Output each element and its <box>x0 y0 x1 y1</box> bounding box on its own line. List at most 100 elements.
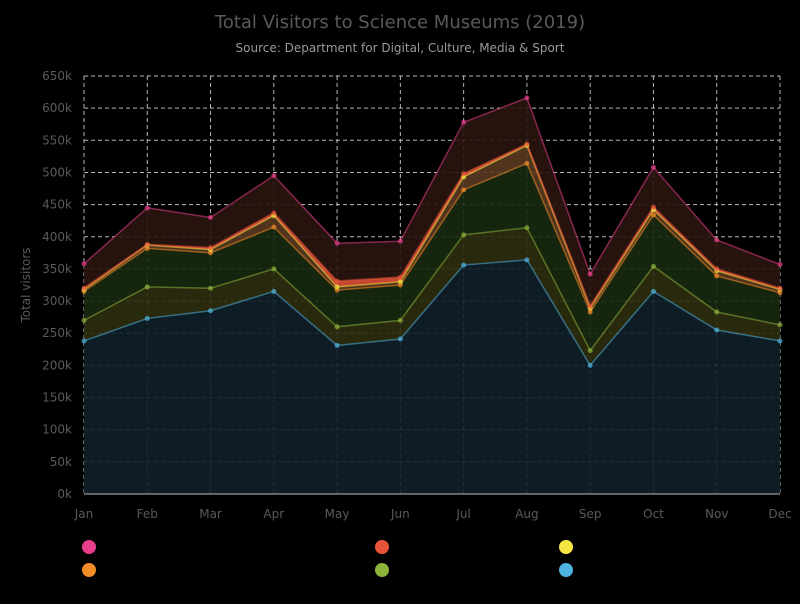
line-layer <box>83 96 781 367</box>
y-tick-label: 100k <box>42 423 72 437</box>
point-layer <box>81 95 783 368</box>
data-point <box>714 309 720 315</box>
data-point <box>650 212 656 218</box>
data-point <box>587 303 593 309</box>
data-point <box>524 225 530 231</box>
data-point <box>650 204 656 210</box>
series-line-1 <box>83 259 781 367</box>
x-tick-label: Dec <box>768 507 791 521</box>
axis-layer: 0k 50k 100k 150k 200k 250k 300k 350k 400k 450k 500… <box>42 69 791 521</box>
data-point <box>334 342 340 348</box>
x-tick-label: Feb <box>137 507 158 521</box>
y-tick-label: 250k <box>42 326 72 340</box>
data-point <box>397 279 403 285</box>
y-tick-label: 600k <box>42 101 72 115</box>
legend-marker <box>559 563 573 577</box>
data-point <box>397 238 403 244</box>
series-line-5 <box>83 142 781 309</box>
data-point <box>334 284 340 290</box>
x-tick-label: Nov <box>705 507 728 521</box>
x-tick-label: Jun <box>390 507 410 521</box>
series-area-1 <box>84 259 780 494</box>
data-point <box>144 205 150 211</box>
data-point <box>777 285 783 291</box>
area-layer <box>84 97 780 494</box>
y-tick-label: 200k <box>42 358 72 372</box>
data-point <box>271 266 277 272</box>
data-point <box>208 214 214 220</box>
y-tick-label: 400k <box>42 230 72 244</box>
data-point <box>714 266 720 272</box>
data-point <box>524 95 530 101</box>
data-point <box>777 261 783 267</box>
series-line-2 <box>83 226 781 353</box>
data-point <box>81 338 87 344</box>
data-point <box>334 324 340 330</box>
data-point <box>777 338 783 344</box>
data-point <box>208 308 214 314</box>
data-point <box>397 317 403 323</box>
data-point <box>334 240 340 246</box>
data-point <box>650 288 656 294</box>
data-point <box>81 261 87 267</box>
data-point <box>524 257 530 263</box>
data-point <box>144 241 150 247</box>
data-point <box>81 285 87 291</box>
data-point <box>650 164 656 170</box>
data-point <box>271 224 277 230</box>
data-point <box>777 322 783 328</box>
data-point <box>650 263 656 269</box>
x-tick-label: May <box>325 507 350 521</box>
data-point <box>271 288 277 294</box>
legend-marker <box>375 540 389 554</box>
x-tick-label: Aug <box>515 507 538 521</box>
x-tick-label: Mar <box>199 507 222 521</box>
series-area-2 <box>84 227 780 366</box>
data-point <box>587 348 593 354</box>
data-point <box>461 232 467 238</box>
data-point <box>81 317 87 323</box>
y-tick-label: 500k <box>42 165 72 179</box>
data-point <box>461 119 467 125</box>
data-point <box>587 271 593 277</box>
series-line-4 <box>83 144 781 310</box>
data-point <box>714 327 720 333</box>
y-tick-label: 350k <box>42 262 72 276</box>
y-tick-label: 300k <box>42 294 72 308</box>
data-point <box>208 245 214 251</box>
data-point <box>271 210 277 216</box>
data-point <box>461 262 467 268</box>
data-point <box>271 173 277 179</box>
y-tick-label: 50k <box>50 455 72 469</box>
legend-marker <box>375 563 389 577</box>
data-point <box>397 336 403 342</box>
data-point <box>587 309 593 315</box>
data-point <box>714 273 720 279</box>
x-tick-label: Sep <box>579 507 602 521</box>
legend-marker <box>82 563 96 577</box>
data-point <box>461 187 467 193</box>
data-point <box>714 237 720 243</box>
legend-marker <box>82 540 96 554</box>
y-axis-label: Total visitors <box>19 247 33 323</box>
data-point <box>397 274 403 280</box>
chart-subtitle: Source: Department for Digital, Culture,… <box>236 41 565 55</box>
series-area-6 <box>84 97 780 307</box>
data-point <box>334 278 340 284</box>
data-point <box>208 285 214 291</box>
data-point <box>144 284 150 290</box>
series-line-3 <box>83 162 781 314</box>
data-point <box>524 141 530 147</box>
x-tick-label: Oct <box>643 507 664 521</box>
data-point <box>587 362 593 368</box>
legend <box>82 540 573 577</box>
y-tick-label: 550k <box>42 133 72 147</box>
series-line-6 <box>83 96 781 276</box>
y-tick-label: 650k <box>42 69 72 83</box>
x-tick-label: Jan <box>74 507 94 521</box>
series-area-3 <box>84 163 780 351</box>
legend-marker <box>559 540 573 554</box>
x-tick-label: Apr <box>263 507 284 521</box>
